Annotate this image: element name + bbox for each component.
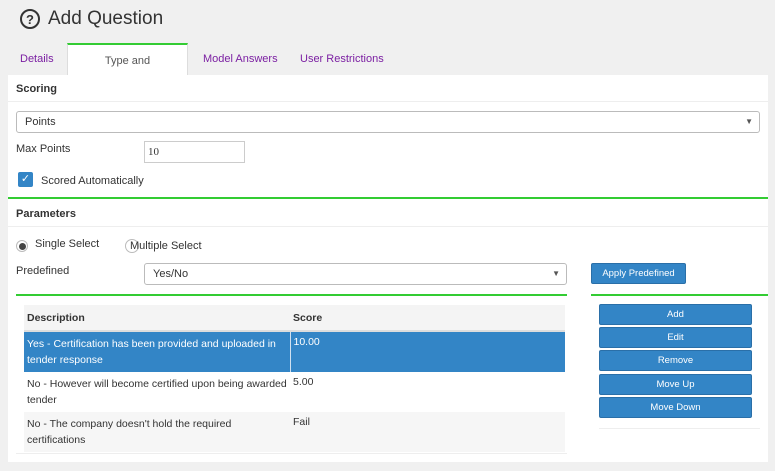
divider bbox=[8, 197, 768, 199]
parameters-header: Parameters bbox=[16, 208, 76, 220]
move-down-button[interactable]: Move Down bbox=[599, 397, 752, 418]
predefined-value: Yes/No bbox=[153, 268, 189, 280]
scored-automatically-checkbox[interactable]: ✓ bbox=[18, 172, 33, 187]
row-description: No - However will become certified upon … bbox=[24, 372, 290, 412]
single-select-radio[interactable] bbox=[16, 240, 28, 252]
apply-predefined-button[interactable]: Apply Predefined bbox=[591, 263, 686, 284]
tab-user-restrictions[interactable]: User Restrictions bbox=[300, 53, 384, 65]
divider bbox=[16, 294, 567, 296]
row-description: No - The company doesn't hold the requir… bbox=[24, 412, 290, 452]
column-header-score: Score bbox=[290, 305, 565, 332]
column-header-description: Description bbox=[24, 305, 290, 332]
multiple-select-label: Multiple Select bbox=[130, 240, 202, 252]
scored-automatically-label: Scored Automatically bbox=[41, 175, 144, 187]
row-score: 5.00 bbox=[290, 372, 565, 412]
tab-type-and-parameters[interactable]: Type and Parameters bbox=[67, 43, 188, 99]
chevron-down-icon: ▼ bbox=[745, 117, 753, 126]
page-title-text: Add Question bbox=[48, 8, 164, 29]
row-score: Fail bbox=[290, 412, 565, 452]
parameters-table: Description Score Yes - Certification ha… bbox=[24, 305, 565, 452]
question-circle-icon: ? bbox=[20, 9, 40, 29]
table-header-row: Description Score bbox=[24, 305, 565, 332]
tab-details[interactable]: Details bbox=[20, 53, 54, 65]
divider bbox=[591, 294, 768, 296]
max-points-label: Max Points bbox=[16, 143, 71, 155]
move-up-button[interactable]: Move Up bbox=[599, 374, 752, 395]
tab-model-answers[interactable]: Model Answers bbox=[203, 53, 278, 65]
page-title: ? Add Question bbox=[20, 8, 163, 30]
add-button[interactable]: Add bbox=[599, 304, 752, 325]
edit-button[interactable]: Edit bbox=[599, 327, 752, 348]
predefined-select[interactable]: Yes/No ▼ bbox=[144, 263, 567, 285]
scoring-type-select[interactable]: Points ▼ bbox=[16, 111, 760, 133]
predefined-label: Predefined bbox=[16, 265, 70, 277]
scoring-type-value: Points bbox=[25, 116, 56, 128]
chevron-down-icon: ▼ bbox=[552, 269, 560, 278]
table-row[interactable]: Yes - Certification has been provided an… bbox=[24, 331, 565, 372]
max-points-input[interactable]: 10 bbox=[144, 141, 245, 163]
row-description: Yes - Certification has been provided an… bbox=[24, 331, 291, 372]
table-row[interactable]: No - The company doesn't hold the requir… bbox=[24, 412, 565, 452]
remove-button[interactable]: Remove bbox=[599, 350, 752, 371]
multiple-select-radio[interactable] bbox=[125, 239, 140, 253]
single-select-label: Single Select bbox=[35, 238, 100, 250]
row-score: 10.00 bbox=[290, 331, 565, 372]
scoring-header: Scoring bbox=[16, 83, 57, 95]
table-row[interactable]: No - However will become certified upon … bbox=[24, 372, 565, 412]
